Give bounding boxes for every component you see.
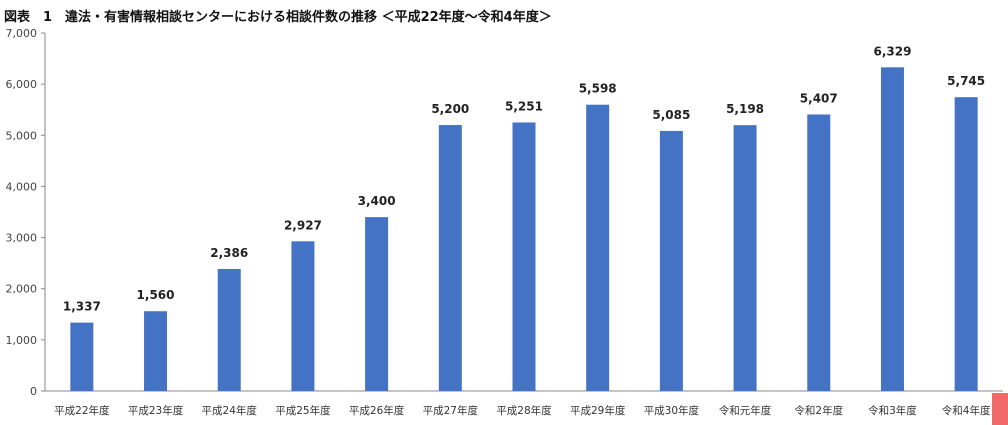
x-tick-label: 令和2年度 <box>794 404 843 417</box>
x-tick-label: 平成25年度 <box>275 404 331 417</box>
data-label: 5,407 <box>800 91 838 105</box>
bar <box>291 241 315 391</box>
x-tick-label: 平成29年度 <box>570 404 626 417</box>
data-label: 6,329 <box>873 44 911 58</box>
data-label: 3,400 <box>358 194 396 208</box>
corner-marker <box>992 393 1008 425</box>
data-label: 1,337 <box>63 300 101 314</box>
y-tick-label: 0 <box>30 385 37 398</box>
bar <box>659 130 683 391</box>
x-tick-label: 平成22年度 <box>54 404 110 417</box>
x-tick-label: 令和3年度 <box>868 404 917 417</box>
data-label: 2,927 <box>284 218 322 232</box>
x-tick-label: 平成24年度 <box>202 404 258 417</box>
x-tick-label: 平成28年度 <box>496 404 552 417</box>
bar <box>733 125 757 392</box>
data-label: 5,598 <box>579 82 617 96</box>
data-label: 2,386 <box>210 246 248 260</box>
y-tick-label: 5,000 <box>6 129 38 142</box>
y-tick-label: 2,000 <box>6 283 38 296</box>
bar <box>807 114 831 391</box>
data-label: 5,745 <box>947 74 985 88</box>
y-tick-label: 1,000 <box>6 334 38 347</box>
data-label: 5,198 <box>726 102 764 116</box>
data-label: 5,251 <box>505 99 543 113</box>
y-tick-label: 7,000 <box>6 27 38 40</box>
data-label: 5,200 <box>431 102 469 116</box>
x-tick-label: 平成27年度 <box>423 404 479 417</box>
bar <box>512 122 536 392</box>
data-label: 1,560 <box>137 288 175 302</box>
x-tick-label: 平成30年度 <box>644 404 700 417</box>
bar <box>217 268 241 391</box>
x-tick-label: 令和元年度 <box>719 404 772 417</box>
y-tick-label: 4,000 <box>6 180 38 193</box>
y-tick-label: 3,000 <box>6 232 38 245</box>
bar <box>880 67 904 391</box>
data-label: 5,085 <box>652 108 690 122</box>
bar <box>70 322 94 391</box>
y-tick-label: 6,000 <box>6 78 38 91</box>
bar <box>144 311 168 391</box>
bar <box>438 125 462 392</box>
chart-title: 図表 1 違法・有害情報相談センターにおける相談件数の推移 ＜平成22年度～令和… <box>4 10 552 25</box>
bar <box>365 217 389 391</box>
x-tick-label: 令和4年度 <box>942 404 991 417</box>
bar <box>954 97 978 391</box>
x-tick-label: 平成23年度 <box>128 404 184 417</box>
x-tick-label: 平成26年度 <box>349 404 405 417</box>
bar <box>586 104 610 392</box>
